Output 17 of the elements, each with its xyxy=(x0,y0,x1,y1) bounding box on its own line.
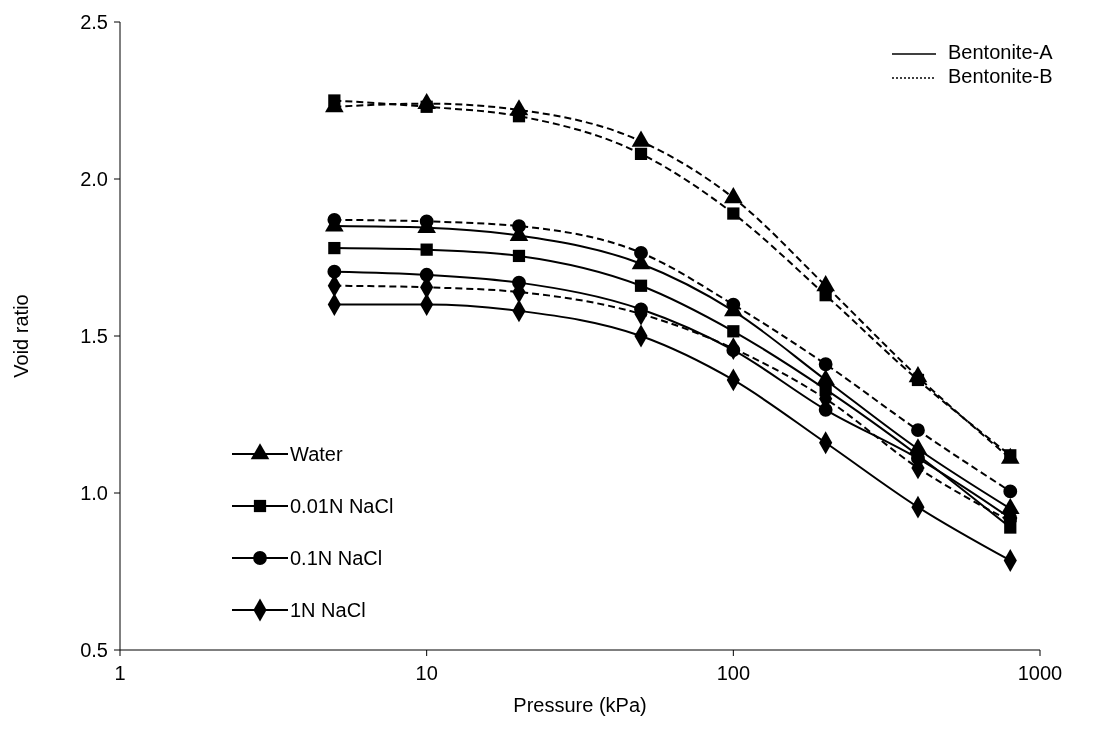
annotation: Bentonite-B xyxy=(948,65,1053,87)
legend-label: Water xyxy=(290,443,343,465)
y-tick-label: 0.5 xyxy=(80,639,108,661)
x-tick-label: 1 xyxy=(114,662,126,684)
x-axis-title: Pressure (kPa) xyxy=(513,694,647,716)
legend-label: 1N NaCl xyxy=(290,599,366,621)
y-tick-label: 1.5 xyxy=(80,325,108,347)
legend-label: 0.1N NaCl xyxy=(290,547,383,569)
y-axis-title: Void ratio xyxy=(10,294,32,378)
y-tick-label: 1.0 xyxy=(80,482,108,504)
legend-label: 0.01N NaCl xyxy=(290,495,394,517)
y-tick-label: 2.0 xyxy=(80,168,108,190)
y-tick-label: 2.5 xyxy=(80,11,108,33)
x-tick-label: 1000 xyxy=(1017,662,1063,684)
x-tick-label: 100 xyxy=(716,662,751,684)
annotation: Bentonite-A xyxy=(948,41,1054,63)
x-tick-label: 10 xyxy=(415,662,438,684)
